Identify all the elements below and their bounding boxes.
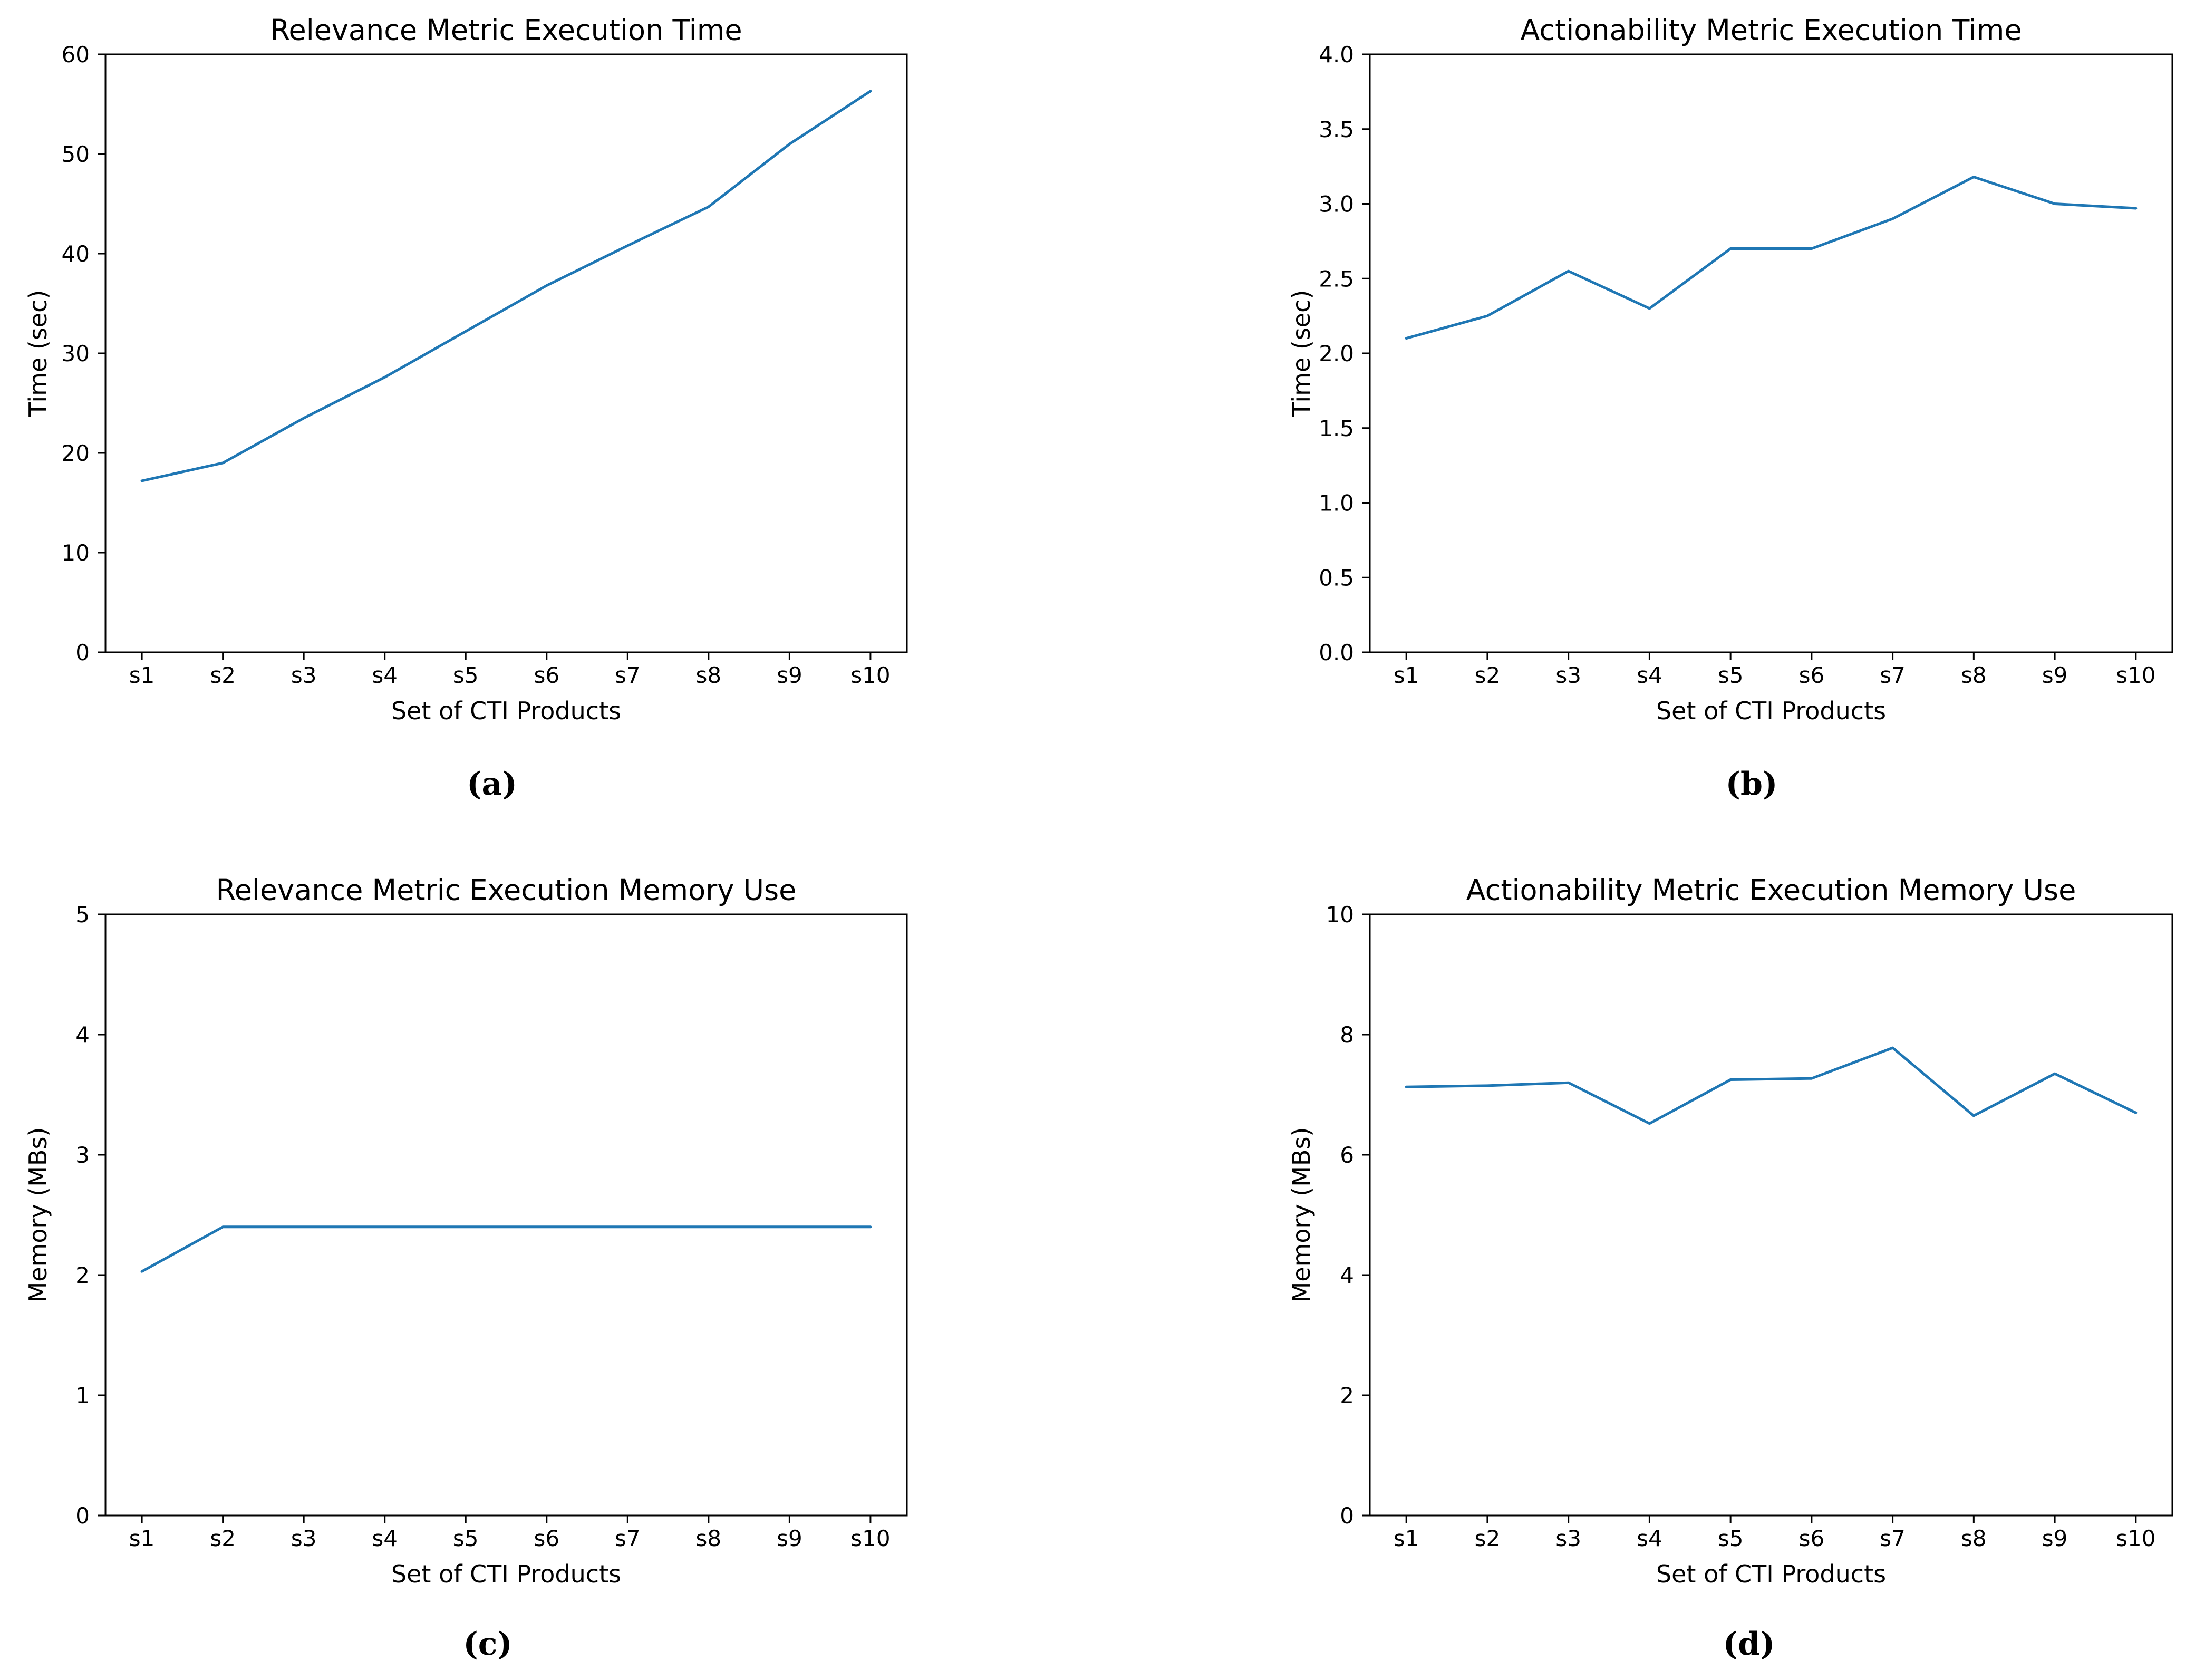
y-tick-label: 2 (75, 1262, 90, 1288)
chart-a-xlabel: Set of CTI Products (391, 697, 622, 725)
x-tick-label: s2 (210, 1525, 236, 1551)
y-tick-label: 10 (62, 540, 90, 566)
x-tick-label: s1 (1394, 662, 1419, 688)
x-tick-label: s2 (210, 662, 236, 688)
chart-a-series-line (140, 90, 872, 482)
x-tick-label: s9 (777, 662, 802, 688)
y-tick-label: 1.0 (1319, 490, 1354, 516)
y-tick-label: 0 (1340, 1503, 1354, 1529)
chart-c: 0 1 2 3 4 5 s1 s2 s3 s4 s5 s6 s7 s8 s9 s10 (75, 902, 908, 1551)
x-tick-label: s8 (696, 662, 722, 688)
y-tick-label: 4 (1340, 1262, 1354, 1288)
chart-b: 0.0 0.5 1.0 1.5 2.0 2.5 3.0 3.5 4.0 s1 s2 s3 s4 s5 s6 s… (1319, 42, 2173, 688)
chart-b-title: Actionability Metric Execution Time (1520, 13, 2022, 47)
y-tick-label: 2 (1340, 1383, 1354, 1408)
chart-c-title: Relevance Metric Execution Memory Use (216, 873, 797, 907)
y-tick-label: 8 (1340, 1022, 1354, 1048)
x-tick-label: s10 (2116, 1525, 2155, 1551)
y-tick-label: 50 (62, 141, 90, 167)
y-tick-label: 2.0 (1319, 341, 1354, 366)
x-tick-label: s7 (615, 1525, 641, 1551)
y-tick-label: 0.5 (1319, 565, 1354, 591)
chart-b-caption: (b) (1725, 766, 1778, 803)
y-tick-label: 3.0 (1319, 191, 1354, 217)
chart-c-series-line (140, 1225, 872, 1273)
y-tick-label: 0 (75, 640, 90, 665)
chart-b-xlabel: Set of CTI Products (1656, 697, 1887, 725)
x-tick-label: s4 (1637, 662, 1662, 688)
y-tick-label: 0.0 (1319, 640, 1354, 665)
x-tick-label: s5 (453, 1525, 479, 1551)
chart-d-caption: (d) (1723, 1626, 1775, 1663)
chart-c-xlabel: Set of CTI Products (391, 1560, 622, 1588)
y-tick-label: 10 (1326, 902, 1354, 928)
y-tick-label: 2.5 (1319, 266, 1354, 292)
x-tick-label: s3 (1555, 662, 1581, 688)
x-tick-label: s8 (1961, 1525, 1987, 1551)
chart-d-ylabel: Memory (MBs) (1287, 1127, 1316, 1303)
x-tick-label: s7 (615, 662, 641, 688)
x-tick-label: s3 (291, 662, 317, 688)
x-tick-label: s6 (1799, 1525, 1825, 1551)
chart-b-ylabel: Time (sec) (1287, 289, 1316, 417)
chart-c-spines (104, 913, 908, 1517)
x-tick-label: s2 (1475, 662, 1501, 688)
y-tick-label: 6 (1340, 1142, 1354, 1168)
x-tick-label: s9 (2042, 1525, 2068, 1551)
chart-a-title: Relevance Metric Execution Time (270, 13, 742, 47)
x-tick-label: s1 (129, 662, 155, 688)
y-tick-label: 3 (75, 1142, 90, 1168)
x-tick-label: s10 (2116, 662, 2155, 688)
y-tick-label: 4.0 (1319, 42, 1354, 67)
chart-c-ylabel: Memory (MBs) (24, 1127, 52, 1303)
x-tick-label: s6 (534, 662, 559, 688)
x-tick-label: s8 (696, 1525, 722, 1551)
x-tick-label: s4 (372, 662, 398, 688)
chart-d-xlabel: Set of CTI Products (1656, 1560, 1887, 1588)
x-tick-label: s4 (372, 1525, 398, 1551)
y-tick-label: 5 (75, 902, 90, 928)
chart-b-series-line (1405, 176, 2138, 340)
y-tick-label: 1 (75, 1383, 90, 1408)
x-tick-label: s10 (850, 1525, 890, 1551)
x-tick-label: s1 (1394, 1525, 1419, 1551)
y-tick-label: 0 (75, 1503, 90, 1529)
x-tick-label: s9 (2042, 662, 2068, 688)
y-tick-label: 30 (62, 341, 90, 366)
x-tick-label: s4 (1637, 1525, 1662, 1551)
chart-d-series-line (1405, 1046, 2138, 1125)
y-tick-label: 60 (62, 42, 90, 67)
x-tick-label: s2 (1475, 1525, 1501, 1551)
x-tick-label: s9 (777, 1525, 802, 1551)
x-tick-label: s6 (534, 1525, 559, 1551)
x-tick-label: s7 (1880, 1525, 1906, 1551)
x-tick-label: s3 (291, 1525, 317, 1551)
x-tick-label: s6 (1799, 662, 1825, 688)
x-tick-label: s5 (453, 662, 479, 688)
x-tick-label: s3 (1555, 1525, 1581, 1551)
chart-a: 0 10 20 30 40 50 60 s1 s2 s3 s4 s5 s6 s7 s8 s9 s10 (62, 42, 908, 688)
x-tick-label: s7 (1880, 662, 1906, 688)
x-tick-label: s8 (1961, 662, 1987, 688)
x-tick-label: s5 (1718, 662, 1744, 688)
chart-d-title: Actionability Metric Execution Memory Us… (1466, 873, 2076, 907)
chart-c-caption: (c) (463, 1626, 513, 1663)
y-tick-label: 4 (75, 1022, 90, 1048)
chart-b-spines (1369, 53, 2173, 653)
x-tick-label: s5 (1718, 1525, 1744, 1551)
y-tick-label: 40 (62, 241, 90, 267)
chart-d: 0 2 4 6 8 10 s1 s2 s3 s4 s5 s6 s7 s8 s9 s10 (1326, 902, 2173, 1551)
x-tick-label: s10 (850, 662, 890, 688)
chart-a-spines (104, 53, 908, 653)
y-tick-label: 3.5 (1319, 117, 1354, 142)
y-tick-label: 20 (62, 440, 90, 466)
chart-d-spines (1369, 913, 2173, 1517)
x-tick-label: s1 (129, 1525, 155, 1551)
y-tick-label: 1.5 (1319, 416, 1354, 441)
chart-a-caption: (a) (467, 766, 517, 803)
chart-a-ylabel: Time (sec) (24, 289, 52, 417)
